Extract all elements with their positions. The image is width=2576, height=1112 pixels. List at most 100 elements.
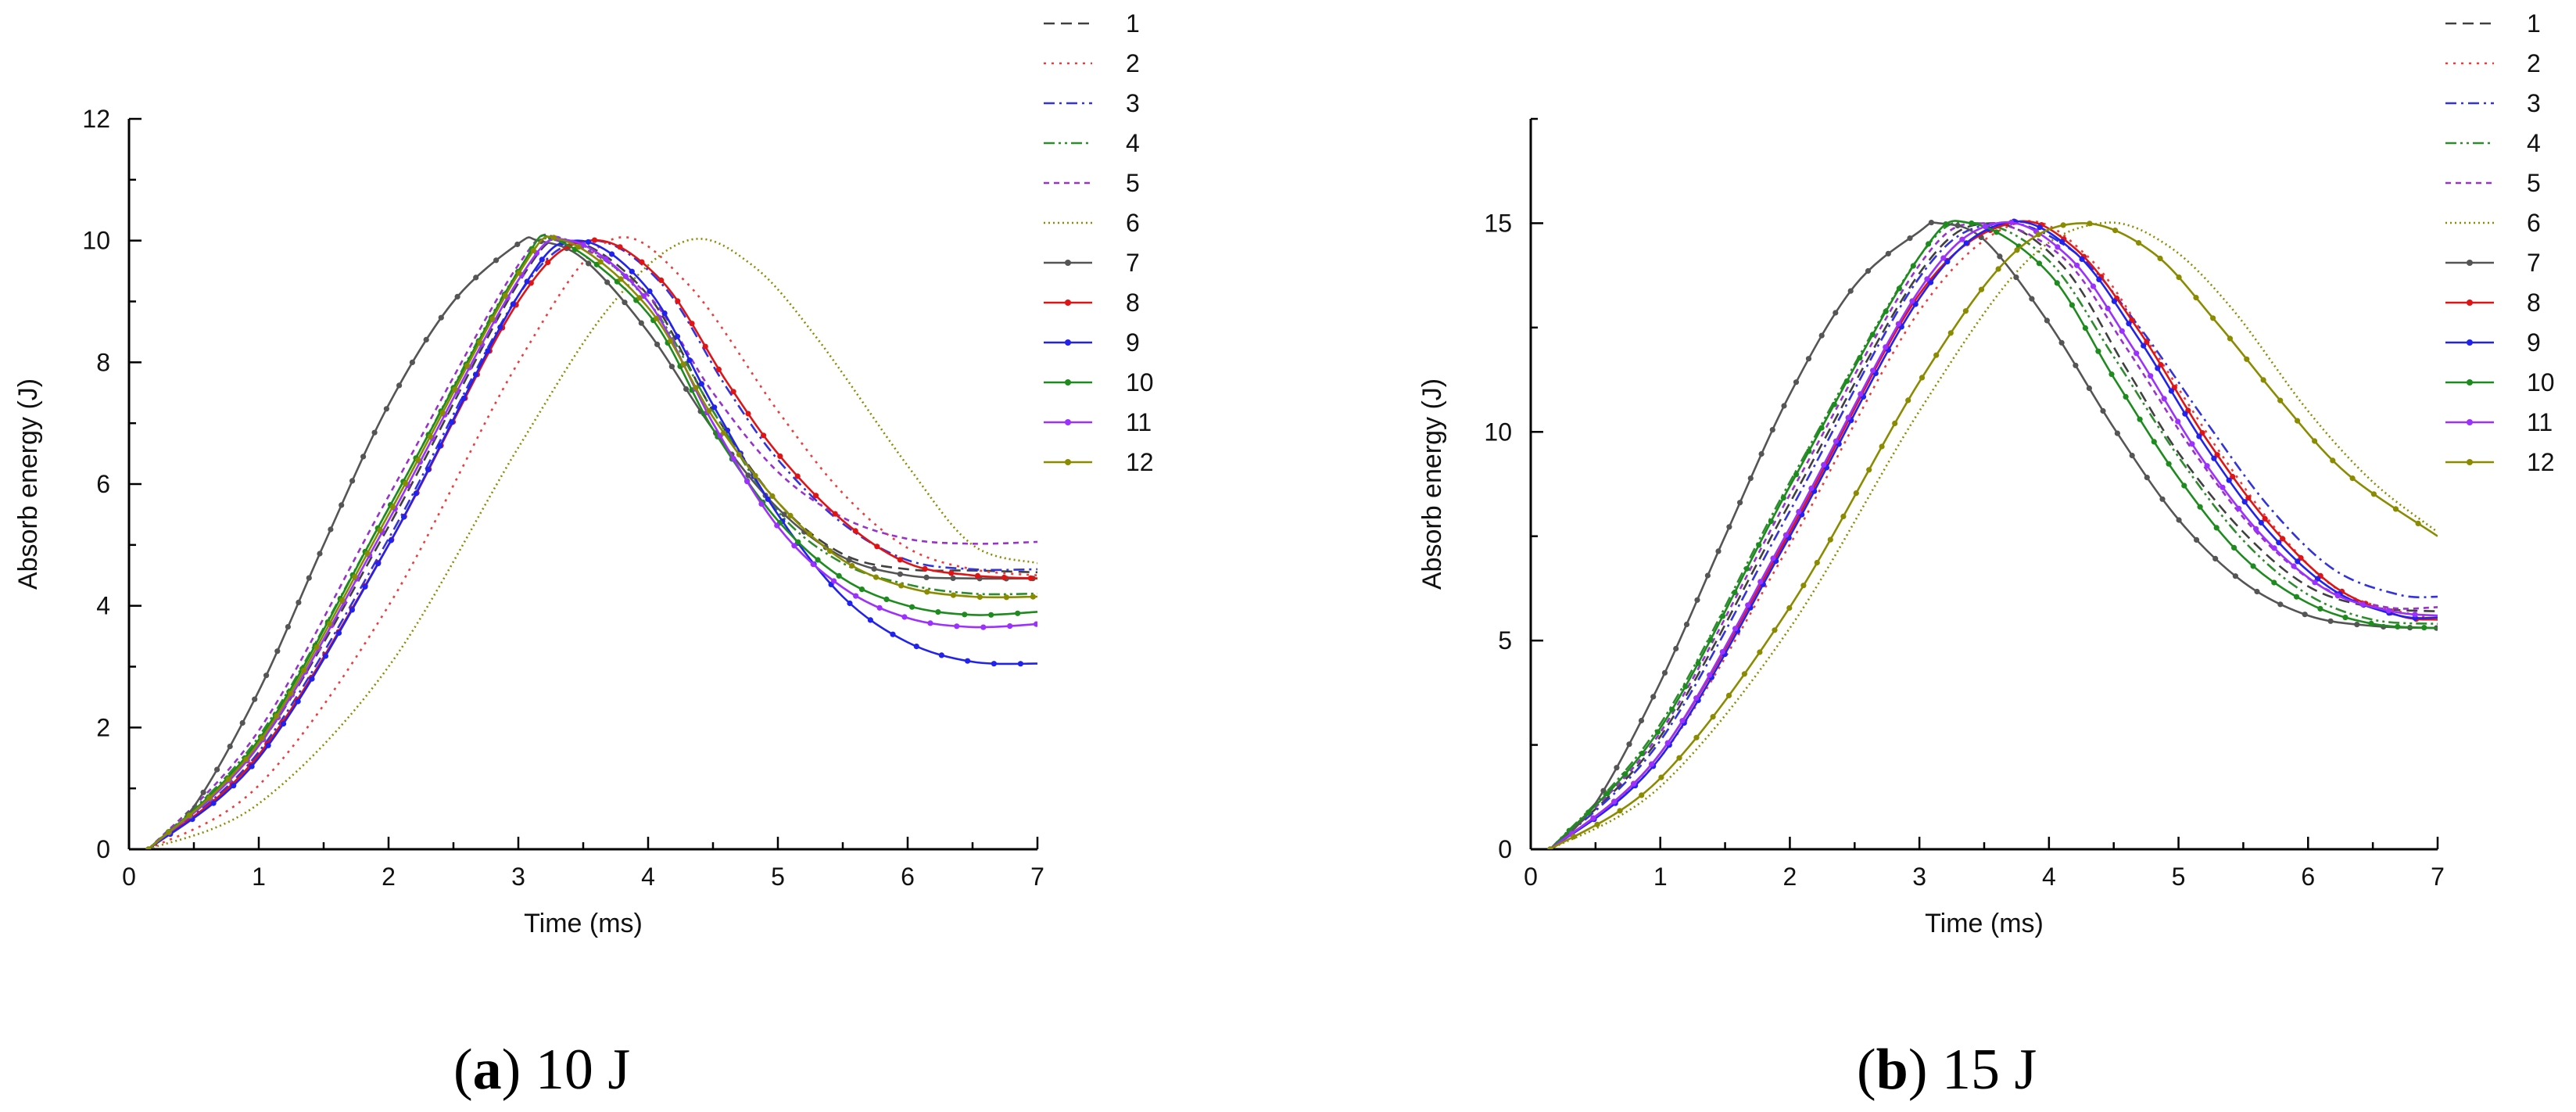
panel-b-series-11-marker [1590,815,1596,821]
panel-b-series-7-marker [1704,572,1711,579]
panel-a-series-12-marker [806,531,812,537]
panel-b-series-8-line [1550,220,2438,849]
panel-a-legend-label-10: 10 [1126,368,1154,396]
panel-a-legend-label-12: 12 [1126,448,1154,476]
panel-a-series-9-marker [295,698,301,705]
panel-a-series-3-line [148,239,1037,849]
panel-b-series-11-marker [1757,579,1764,585]
panel-b-series-8-marker [2298,554,2304,561]
panel-b-legend-marker-11 [2467,419,2473,425]
panel-b-series-10-marker [1869,332,1876,338]
panel-b-series-9-marker [2141,343,2147,349]
panel-b-series-10-marker [1969,220,1975,227]
panel-b-series-11-marker [2090,283,2097,289]
panel-b-series-12-line [1550,222,2438,849]
panel-b-series-10-marker [2137,416,2143,422]
panel-a-series-9-marker [647,288,653,294]
panel-b-legend-item-4: 4 [2445,129,2541,157]
panel-b-series-12-marker [1658,774,1664,780]
panel-b-series-12-marker [1853,490,1859,497]
panel-b-series-12-marker [2349,475,2356,482]
panel-b-series-7-line [1549,221,2438,849]
panel-b-series-10-marker [1604,791,1610,797]
panel-b-series-7-marker [2114,430,2120,436]
panel-a-series-9-marker [674,333,681,339]
panel-a-series-8-marker [897,557,903,563]
panel-b-series-11-marker [2161,396,2167,402]
panel-b-series-11-marker [2412,612,2418,618]
panel-b-legend-item-6: 6 [2445,209,2541,237]
panel-a-legend-marker-9 [1065,339,1071,346]
panel-a-legend-label-8: 8 [1126,289,1140,317]
panel-b-series-11-marker [1959,236,1965,242]
panel-a-series-7-marker [950,575,956,582]
panel-b-series-10-marker [2421,625,2427,631]
panel-b-x-tick-label: 1 [1653,863,1668,891]
panel-b-series-10-marker [2197,504,2203,510]
panel-b-series-12-marker [1879,443,1885,450]
panel-a-series-12-marker [1003,594,1009,601]
panel-a-legend-label-1: 1 [1126,9,1140,38]
panel-b-series-7-marker [1907,235,1913,242]
panel-a-series-11-marker [1034,621,1037,627]
panel-b-series-9-marker [2226,477,2232,483]
panel-a-series-8-marker [545,259,551,266]
panel-b-legend-label-8: 8 [2527,289,2541,317]
panel-b-series-11-marker [2074,262,2080,268]
panel-b-series-9-marker [2295,558,2301,565]
panel-b-series-11-marker [1940,255,1947,261]
panel-b-series-9-marker [2258,519,2264,526]
panel-a-series-12-marker [752,472,758,479]
panel-a-series-9-marker [249,763,255,769]
panel-a-legend-label-3: 3 [1126,89,1140,117]
panel-b-legend-item-11: 11 [2445,408,2553,436]
panel-b-series-10-marker [2213,525,2220,531]
panel-b-legend-label-4: 4 [2527,129,2541,157]
panel-a-series-12-marker [575,244,582,250]
panel-b-series-11-marker [1631,780,1637,787]
panel-b-legend-label-5: 5 [2527,169,2541,197]
panel-b-series-7-marker [2144,475,2150,481]
panel-b-series-7-marker [2194,536,2200,543]
panel-a-series-9-marker [965,658,971,664]
panel-a-series-7-marker [622,300,628,306]
panel-a-series-10-marker [795,539,801,545]
panel-b-series-12-marker [2295,418,2301,424]
panel-b-series-7-marker [1847,288,1854,294]
panel-b-series-9-marker [1944,259,1951,265]
panel-a-series-12-marker [898,583,905,589]
panel-a-y-tick-label: 6 [96,470,110,498]
panel-a-series-8-marker [702,343,708,350]
panel-b-x-axis-title: Time (ms) [1925,909,2044,938]
panel-a-series-8-marker [813,493,819,499]
panel-a-series-8-marker [639,259,645,265]
panel-a-series-11-marker [580,242,586,248]
panel-a-legend-item-6: 6 [1044,209,1140,237]
panel-b-series-12-marker [2330,457,2336,464]
panel-a-series-6-line [148,238,1037,849]
panel-b-series-10-marker [2166,461,2172,467]
panel-a-series-8-marker [745,411,751,417]
panel-b-series-12-marker [1617,808,1623,814]
panel-a-series-11-marker [791,543,797,549]
panel-b-series-9-marker [2276,540,2282,546]
panel-a-series-7-marker [493,257,500,264]
panel-a-series-12-marker [680,361,686,368]
panel-b-series-7-marker [2086,385,2092,392]
panel-b-series-11-marker [1909,298,1915,304]
panel-b-series-7-marker [2129,452,2135,459]
panel-b-x-tick-label: 6 [2301,863,2315,891]
panel-a-legend-item-9: 9 [1044,328,1140,357]
panel-a-series-9-marker [400,514,407,520]
panel-b-series-10-marker [1707,637,1714,643]
panel-a-legend-item-10: 10 [1044,368,1154,396]
panel-b-series-11-line [1550,221,2438,849]
panel-b-series-12-marker [2087,221,2093,227]
panel-b-y-tick-label: 5 [1498,626,1512,655]
panel-b-series-11-marker [1858,391,1864,397]
panel-a-series-8-marker [852,528,858,534]
panel-b-series-11-marker [1845,414,1851,421]
panel-a-series-11-marker [774,522,780,529]
panel-a-legend-label-6: 6 [1126,209,1140,237]
panel-a-series-7-marker [683,386,690,393]
